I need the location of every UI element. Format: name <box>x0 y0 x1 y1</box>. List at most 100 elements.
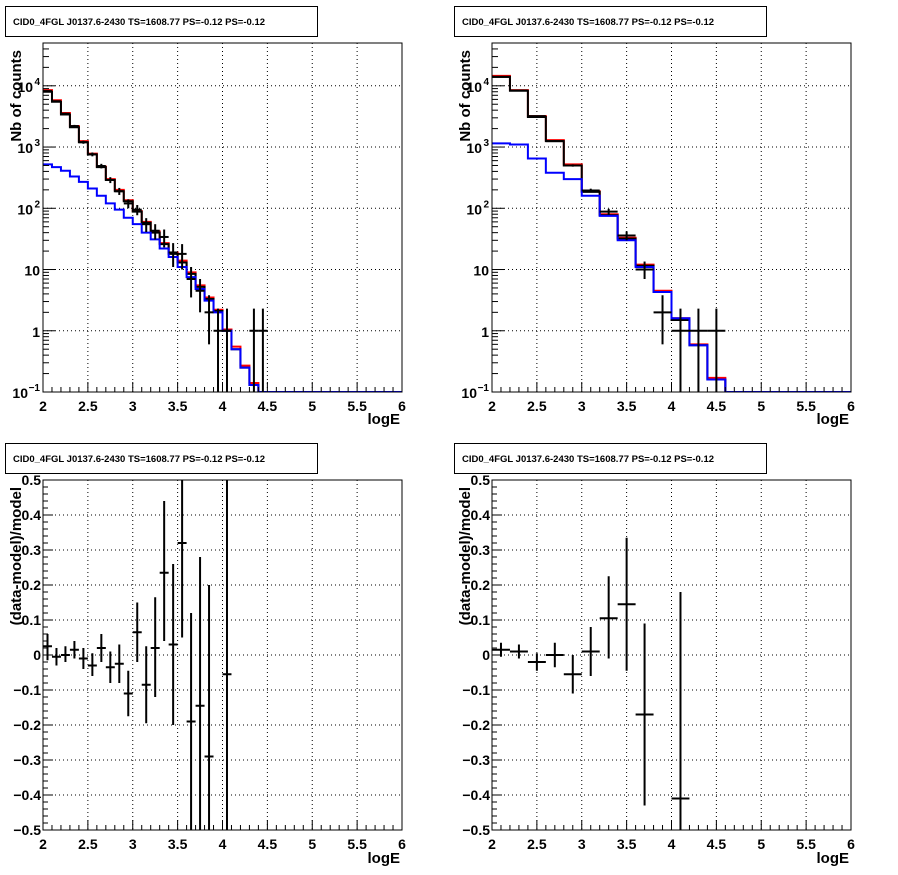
y-tick-label: 10 <box>473 263 489 279</box>
x-tick-label: 3.5 <box>168 398 188 414</box>
y-axis-label: (data-model)/model <box>8 487 25 625</box>
y-tick-label: 10 <box>466 140 482 156</box>
x-tick-label: 4 <box>219 836 227 852</box>
x-axis-label: logE <box>368 411 401 428</box>
chart-panel-1: CID0_4FGL J0137.6-2430 TS=1608.77 PS=-0.… <box>5 6 406 428</box>
data-point <box>141 218 151 232</box>
chart-panel-2: CID0_4FGL J0137.6-2430 TS=1608.77 PS=-0.… <box>454 6 855 428</box>
plot-area <box>492 537 690 830</box>
x-tick-label: 2.5 <box>527 398 547 414</box>
data-point <box>599 208 618 215</box>
x-tick-label: 6 <box>847 836 855 852</box>
data-point <box>653 295 672 345</box>
y-tick-label: −0.2 <box>462 717 490 733</box>
y-tick-label: −0.4 <box>462 787 490 803</box>
y-tick-label: −0.1 <box>462 682 490 698</box>
data-point <box>177 244 187 270</box>
data-point <box>105 177 115 184</box>
data-point <box>60 646 70 662</box>
data-point <box>60 112 70 115</box>
data-point <box>51 648 61 666</box>
chart-panel-4: CID0_4FGL J0137.6-2430 TS=1608.77 PS=-0.… <box>454 443 855 867</box>
x-tick-label: 2 <box>39 836 47 852</box>
plot-area <box>43 89 402 392</box>
x-tick-label: 5.5 <box>796 398 816 414</box>
data-point <box>545 140 564 143</box>
data-point <box>545 642 564 668</box>
y-axis-label: (data-model)/model <box>457 487 474 625</box>
x-tick-label: 6 <box>847 398 855 414</box>
y-tick-label: −0.2 <box>13 717 41 733</box>
data-point <box>150 224 160 240</box>
y-tick-label: 10 <box>17 79 33 95</box>
data-point <box>186 613 196 830</box>
data-point <box>141 646 151 724</box>
data-point <box>132 205 142 216</box>
data-point <box>78 648 88 669</box>
y-tick-label: 0.3 <box>22 542 42 558</box>
data-point <box>563 655 582 694</box>
y-tick-label: 10 <box>24 263 40 279</box>
y-tick-label: 10 <box>466 79 482 95</box>
data-point <box>617 231 636 241</box>
y-tick-label: 0 <box>482 647 490 663</box>
x-tick-label: 4 <box>668 398 676 414</box>
x-tick-label: 2 <box>488 398 496 414</box>
x-tick-label: 2.5 <box>78 398 98 414</box>
x-tick-label: 6 <box>398 398 406 414</box>
x-tick-label: 5.5 <box>347 398 367 414</box>
title-box <box>454 6 767 37</box>
y-tick-label: 10 <box>17 140 33 156</box>
y-tick-label: −0.3 <box>462 752 490 768</box>
y-tick-label: −0.5 <box>462 822 490 838</box>
x-tick-label: 2 <box>39 398 47 414</box>
y-tick-label: 0.5 <box>471 472 491 488</box>
y-tick-label: 10 <box>466 201 482 217</box>
chart-title: CID0_4FGL J0137.6-2430 TS=1608.77 PS=-0.… <box>462 17 714 28</box>
title-box <box>454 443 767 474</box>
y-tick-label: −0.1 <box>13 682 41 698</box>
x-tick-label: 3 <box>578 398 586 414</box>
data-point <box>195 279 205 313</box>
data-point <box>43 634 52 661</box>
title-box <box>5 6 318 37</box>
x-tick-label: 5.5 <box>796 836 816 852</box>
data-point <box>186 266 196 298</box>
x-tick-label: 4.5 <box>707 398 727 414</box>
histogram-series-2 <box>492 75 851 392</box>
data-point <box>51 100 61 103</box>
x-tick-label: 3.5 <box>168 836 188 852</box>
x-tick-label: 5 <box>757 398 765 414</box>
data-point <box>509 89 528 92</box>
y-tick-exponent: 2 <box>34 199 40 210</box>
data-point <box>159 229 169 248</box>
y-tick-label: 0.4 <box>471 507 491 523</box>
data-point <box>563 164 582 167</box>
data-point <box>78 140 88 144</box>
y-axis-label: Nb of counts <box>8 50 25 142</box>
chart-title: CID0_4FGL J0137.6-2430 TS=1608.77 PS=-0.… <box>13 17 265 28</box>
data-point <box>159 501 169 641</box>
y-tick-exponent: 4 <box>483 77 489 88</box>
y-tick-label: 0.1 <box>22 612 42 628</box>
y-tick-label: 10 <box>12 385 28 401</box>
y-tick-label: 0.2 <box>22 577 42 593</box>
y-tick-label: −0.5 <box>13 822 41 838</box>
data-point <box>527 115 546 118</box>
chart-title: CID0_4FGL J0137.6-2430 TS=1608.77 PS=-0.… <box>462 454 714 465</box>
data-point <box>222 308 232 392</box>
data-point <box>581 188 600 193</box>
data-point <box>204 585 214 830</box>
data-point <box>96 163 106 169</box>
x-tick-label: 5 <box>308 398 316 414</box>
y-tick-exponent: −1 <box>29 383 41 394</box>
x-tick-label: 4 <box>668 836 676 852</box>
data-point <box>671 592 690 830</box>
data-point <box>222 480 232 830</box>
x-tick-label: 4 <box>219 398 227 414</box>
x-tick-label: 2.5 <box>527 836 547 852</box>
plot-area <box>492 74 851 392</box>
x-tick-label: 3.5 <box>617 836 637 852</box>
y-tick-label: −0.4 <box>13 787 41 803</box>
